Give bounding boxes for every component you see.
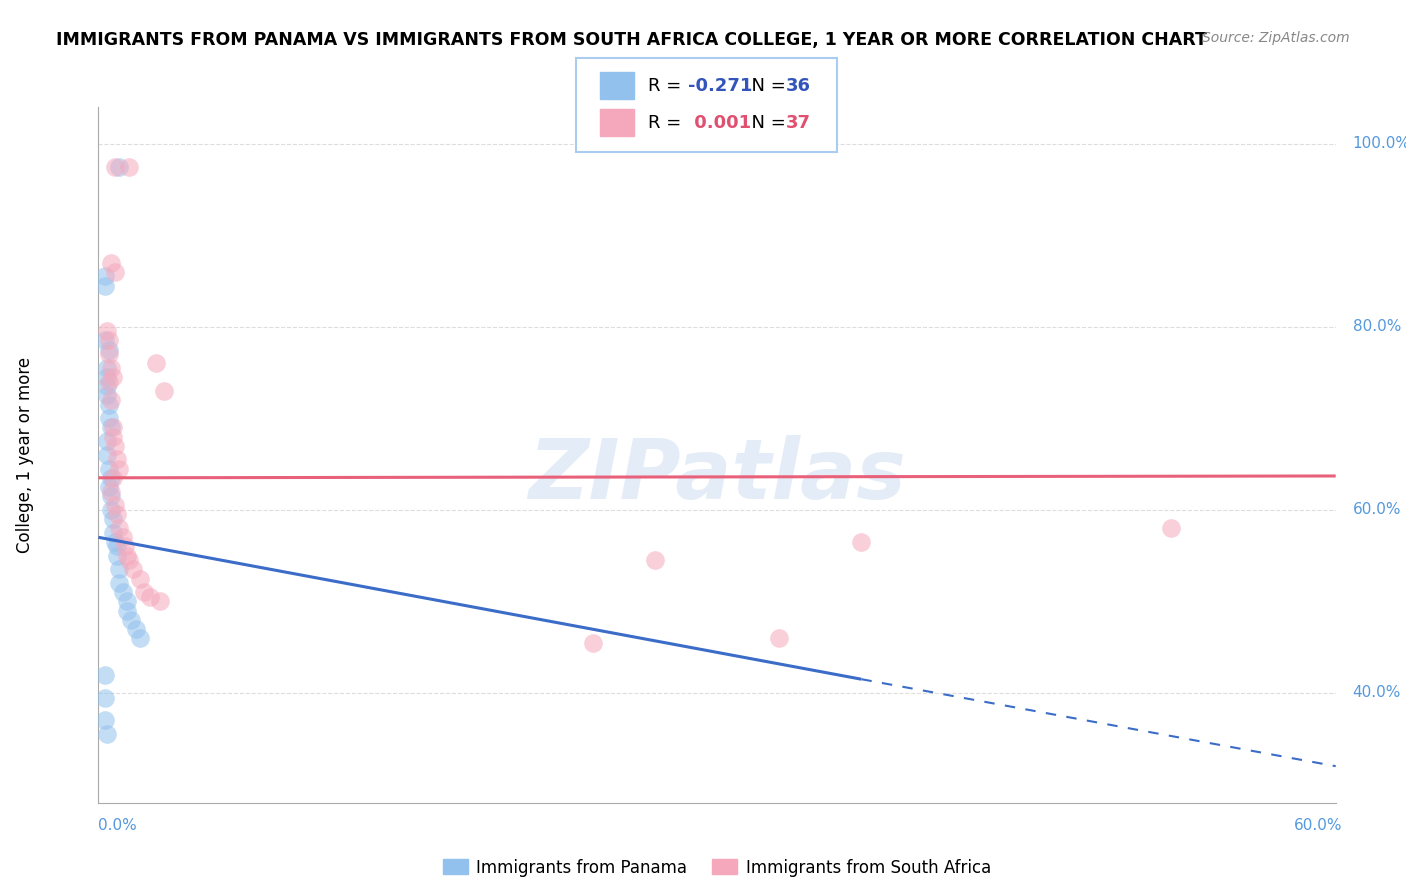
Point bbox=[100, 392, 122, 407]
Text: 40.0%: 40.0% bbox=[1353, 685, 1400, 700]
Point bbox=[100, 484, 122, 499]
Point bbox=[93, 714, 115, 728]
Point bbox=[104, 498, 127, 512]
Point bbox=[112, 530, 135, 544]
Text: R =: R = bbox=[648, 78, 688, 95]
Point bbox=[97, 334, 120, 348]
Point bbox=[97, 347, 120, 361]
Point bbox=[96, 379, 118, 393]
Point bbox=[100, 255, 122, 269]
Point bbox=[101, 429, 124, 443]
Point bbox=[117, 603, 139, 617]
Text: 60.0%: 60.0% bbox=[1295, 818, 1343, 832]
Point bbox=[128, 572, 150, 586]
Point bbox=[100, 361, 122, 376]
Legend: Immigrants from Panama, Immigrants from South Africa: Immigrants from Panama, Immigrants from … bbox=[434, 850, 1000, 885]
Point bbox=[132, 585, 155, 599]
Point bbox=[105, 452, 128, 467]
Text: N =: N = bbox=[740, 114, 792, 132]
Point bbox=[100, 489, 122, 503]
Point bbox=[97, 375, 120, 389]
Point bbox=[96, 434, 118, 449]
Point bbox=[97, 398, 120, 412]
Text: 100.0%: 100.0% bbox=[1353, 136, 1406, 151]
Point bbox=[108, 160, 131, 174]
Text: 60.0%: 60.0% bbox=[1353, 502, 1400, 517]
Point bbox=[153, 384, 176, 398]
Point bbox=[105, 540, 128, 554]
Point bbox=[104, 535, 127, 549]
Point bbox=[582, 635, 605, 649]
Point bbox=[108, 521, 131, 535]
Point bbox=[112, 585, 135, 599]
Point bbox=[128, 631, 150, 645]
Text: IMMIGRANTS FROM PANAMA VS IMMIGRANTS FROM SOUTH AFRICA COLLEGE, 1 YEAR OR MORE C: IMMIGRANTS FROM PANAMA VS IMMIGRANTS FRO… bbox=[56, 31, 1208, 49]
Point bbox=[93, 269, 115, 284]
Point bbox=[100, 420, 122, 434]
Point bbox=[101, 512, 124, 526]
Point bbox=[96, 324, 118, 338]
Point bbox=[145, 356, 167, 370]
Point bbox=[101, 370, 124, 384]
Point bbox=[851, 535, 873, 549]
Point bbox=[93, 334, 115, 348]
Point bbox=[96, 370, 118, 384]
Point bbox=[101, 471, 124, 485]
Point bbox=[114, 540, 136, 554]
Point bbox=[108, 461, 131, 475]
Text: College, 1 year or more: College, 1 year or more bbox=[17, 357, 34, 553]
Point bbox=[120, 613, 142, 627]
Point bbox=[105, 508, 128, 522]
Point bbox=[118, 160, 141, 174]
Point bbox=[122, 562, 145, 576]
Point bbox=[93, 690, 115, 705]
Point bbox=[768, 631, 790, 645]
Text: 36: 36 bbox=[786, 78, 811, 95]
Point bbox=[93, 278, 115, 293]
Point bbox=[644, 553, 666, 567]
Text: -0.271: -0.271 bbox=[688, 78, 752, 95]
Point bbox=[118, 553, 141, 567]
Point bbox=[97, 411, 120, 425]
Point bbox=[97, 461, 120, 475]
Point bbox=[97, 343, 120, 357]
Point bbox=[1160, 521, 1182, 535]
Text: 80.0%: 80.0% bbox=[1353, 319, 1400, 334]
Text: 0.001: 0.001 bbox=[688, 114, 751, 132]
Point bbox=[124, 622, 146, 636]
Point bbox=[117, 594, 139, 608]
Point bbox=[104, 160, 127, 174]
Point bbox=[93, 667, 115, 681]
Point bbox=[104, 439, 127, 453]
Point bbox=[104, 265, 127, 279]
Point bbox=[149, 594, 172, 608]
Point bbox=[101, 420, 124, 434]
Point bbox=[105, 549, 128, 563]
Point bbox=[97, 480, 120, 494]
Point bbox=[101, 525, 124, 540]
Point bbox=[100, 503, 122, 517]
Text: 37: 37 bbox=[786, 114, 811, 132]
Point bbox=[100, 471, 122, 485]
Point bbox=[108, 576, 131, 591]
Text: N =: N = bbox=[740, 78, 792, 95]
Text: 0.0%: 0.0% bbox=[98, 818, 138, 832]
Point bbox=[108, 562, 131, 576]
Text: R =: R = bbox=[648, 114, 688, 132]
Text: Source: ZipAtlas.com: Source: ZipAtlas.com bbox=[1202, 31, 1350, 45]
Point bbox=[96, 727, 118, 741]
Point bbox=[96, 361, 118, 376]
Point bbox=[117, 549, 139, 563]
Point bbox=[139, 590, 162, 604]
Point bbox=[96, 448, 118, 462]
Text: ZIPatlas: ZIPatlas bbox=[529, 435, 905, 516]
Point bbox=[96, 388, 118, 402]
